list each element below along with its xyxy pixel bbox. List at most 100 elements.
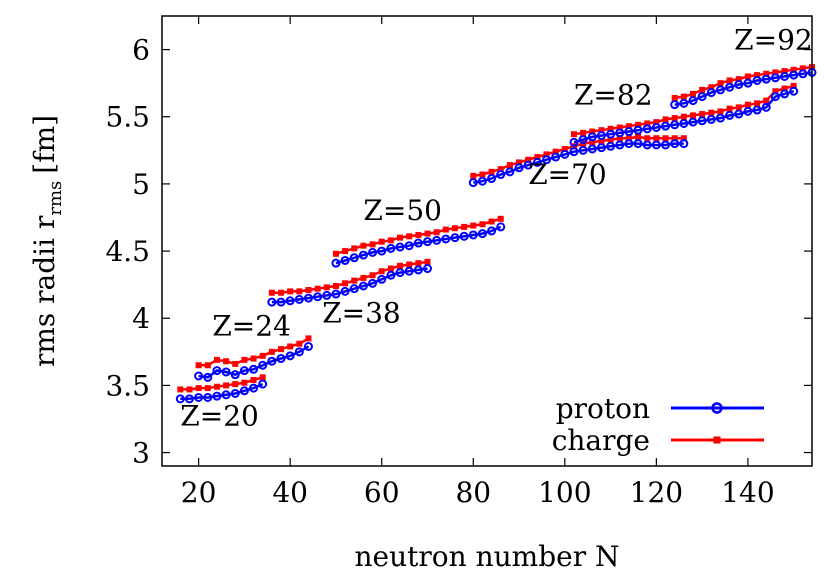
data-point-charge [635, 133, 642, 140]
data-point-proton [770, 73, 780, 83]
data-point-charge [186, 386, 193, 393]
data-point-proton [761, 102, 771, 112]
data-point-proton [615, 140, 625, 150]
data-point-proton [697, 92, 707, 102]
data-point-charge [781, 68, 788, 75]
data-point-charge [332, 250, 339, 257]
data-point-proton [395, 268, 405, 278]
data-point-proton [468, 230, 478, 240]
data-point-proton [203, 392, 213, 402]
data-point-proton [422, 264, 432, 274]
data-point-charge [415, 260, 422, 267]
axis-ticks: 20 40 60 80 100 120 140 3 3.5 4 4.5 5 5.5 6 [105, 16, 812, 509]
data-point-charge [204, 362, 211, 369]
data-point-proton [468, 178, 478, 188]
data-point-charge [250, 377, 257, 384]
data-point-proton [349, 253, 359, 263]
data-point-proton [789, 86, 799, 96]
data-point-proton [505, 167, 515, 177]
series-proton [175, 67, 817, 404]
x-axis-title: neutron number N [355, 540, 620, 573]
data-point-proton [532, 157, 542, 167]
data-point-proton [706, 114, 716, 124]
data-point-charge [671, 115, 678, 122]
series-line-proton [335, 225, 502, 265]
data-point-proton [725, 82, 735, 92]
data-point-charge [241, 356, 248, 363]
data-point-charge [415, 231, 422, 238]
data-point-charge [506, 162, 513, 169]
data-point-charge [570, 131, 577, 138]
data-point-proton [267, 356, 277, 366]
x-tick-label: 120 [630, 476, 683, 509]
data-point-proton [294, 347, 304, 357]
y-axis-title-unit: [fm] [28, 115, 61, 174]
annotation-label: Z=20 [180, 400, 259, 433]
data-point-proton [725, 110, 735, 120]
data-point-proton [542, 155, 552, 165]
data-point-proton [386, 243, 396, 253]
series-line-charge [271, 260, 428, 294]
data-point-charge [671, 94, 678, 101]
data-point-charge [451, 225, 458, 232]
x-tick-label: 20 [181, 476, 217, 509]
data-point-charge [754, 72, 761, 79]
y-tick-label: 3 [132, 437, 150, 470]
data-point-charge [625, 123, 632, 130]
data-point-charge [717, 108, 724, 115]
data-point-proton [258, 379, 268, 389]
data-point-charge [479, 171, 486, 178]
data-point-charge [305, 335, 312, 342]
data-point-charge [644, 135, 651, 142]
data-point-proton [706, 88, 716, 98]
data-point-proton [596, 143, 606, 153]
data-point-charge [387, 237, 394, 244]
data-point-proton [477, 176, 487, 186]
data-point-proton [395, 242, 405, 252]
data-point-proton [670, 120, 680, 130]
data-point-proton [303, 293, 313, 303]
data-point-proton [404, 241, 414, 251]
data-point-proton [368, 247, 378, 257]
data-point-proton [569, 137, 579, 147]
data-point-proton [633, 139, 643, 149]
data-point-proton [358, 281, 368, 291]
data-point-charge [763, 97, 770, 104]
data-point-charge [424, 230, 431, 237]
data-point-charge [296, 288, 303, 295]
data-point-charge [268, 348, 275, 355]
data-point-charge [213, 383, 220, 390]
annotation-label: Z=92 [734, 24, 813, 57]
data-point-charge [790, 66, 797, 73]
data-point-proton [780, 71, 790, 81]
data-point-charge [799, 65, 806, 72]
legend-marker-proton [711, 402, 723, 414]
data-point-charge [689, 112, 696, 119]
data-point-charge [662, 116, 669, 123]
data-point-proton [459, 231, 469, 241]
data-point-charge [259, 374, 266, 381]
data-point-proton [477, 229, 487, 239]
data-point-charge [369, 272, 376, 279]
data-point-charge [378, 238, 385, 245]
data-point-proton [578, 145, 588, 155]
data-point-proton [798, 69, 808, 79]
data-point-proton [624, 139, 634, 149]
data-point-proton [249, 364, 259, 374]
x-tick-label: 60 [364, 476, 400, 509]
annotation-label: Z=24 [212, 310, 291, 343]
data-point-charge [461, 223, 468, 230]
data-point-charge [397, 262, 404, 269]
data-point-charge [689, 90, 696, 97]
data-point-charge [754, 100, 761, 107]
data-point-proton [679, 118, 689, 128]
data-point-charge [332, 283, 339, 289]
data-point-proton [688, 96, 698, 106]
data-point-charge [241, 379, 248, 386]
data-point-charge [278, 289, 285, 296]
series-line-proton [674, 71, 813, 106]
x-tick-label: 140 [721, 476, 774, 509]
series-charge [177, 64, 815, 393]
data-point-charge [790, 82, 797, 89]
data-point-charge [470, 172, 477, 179]
